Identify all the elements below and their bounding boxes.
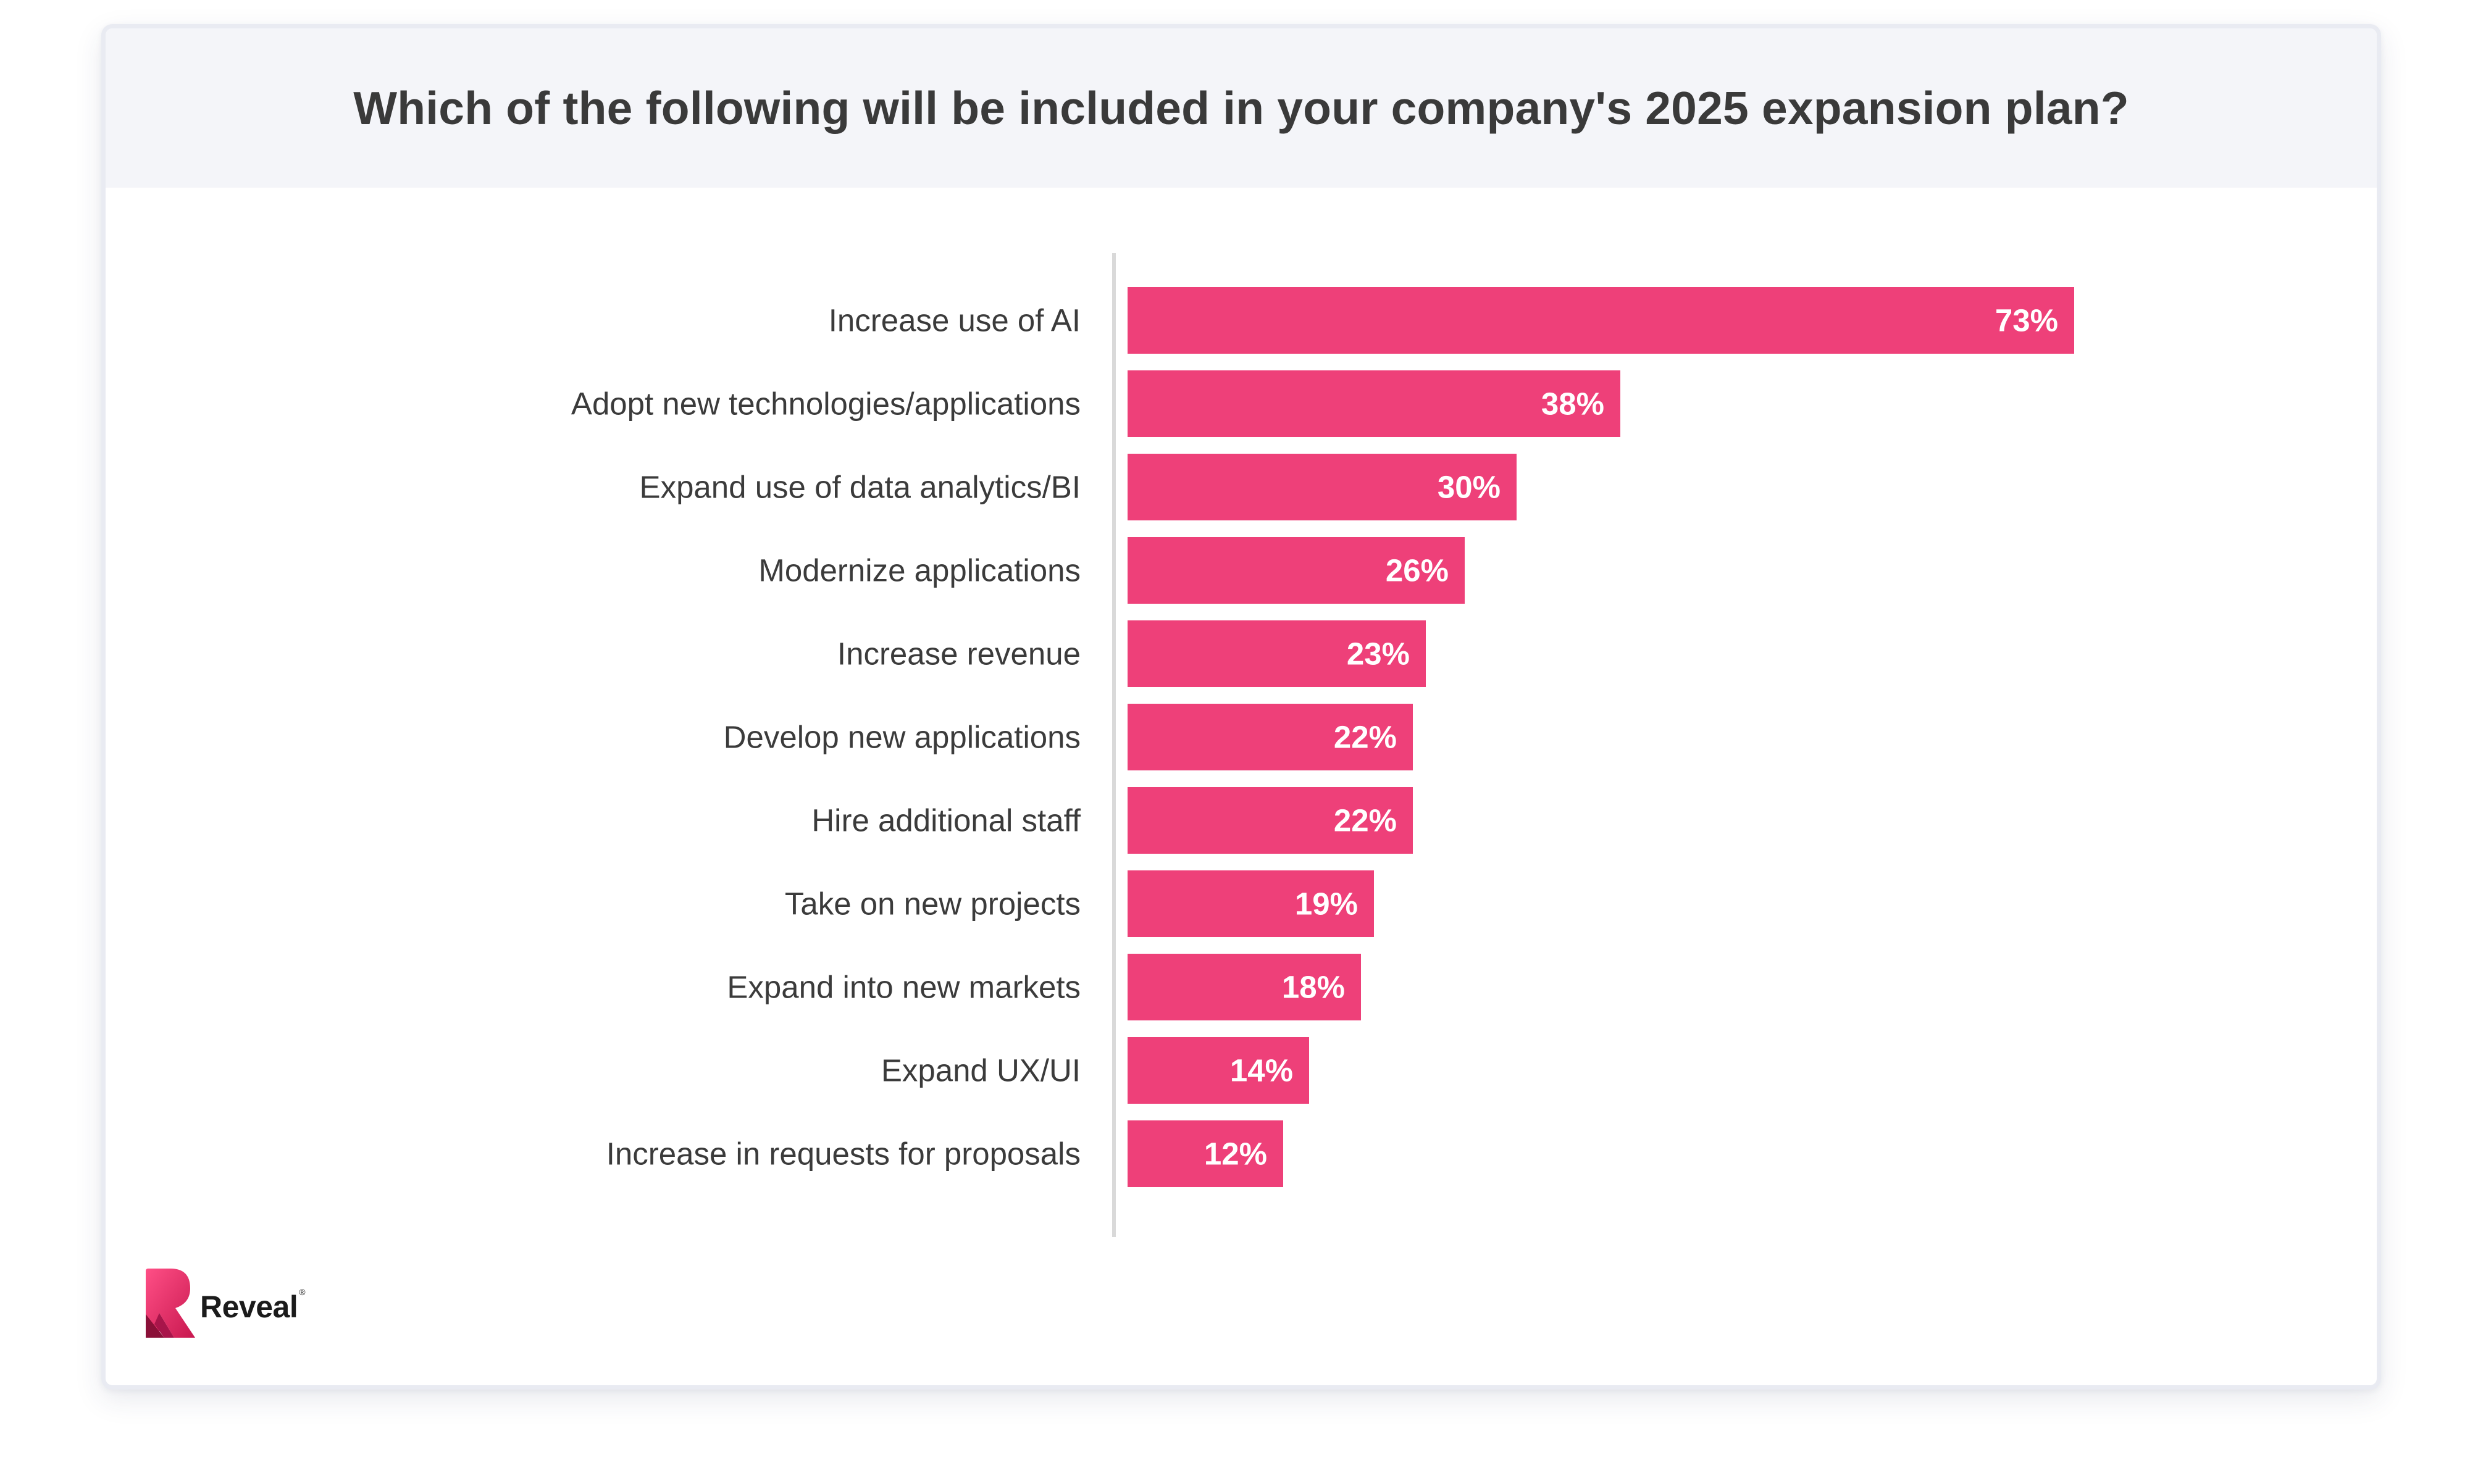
bar — [1128, 287, 2074, 354]
bar-row: Modernize applications 26% — [758, 537, 1465, 604]
category-label: Develop new applications — [724, 720, 1081, 755]
category-label: Increase revenue — [837, 636, 1081, 672]
category-label: Modernize applications — [758, 553, 1081, 588]
bar-row: Hire additional staff 22% — [811, 787, 1413, 854]
registered-mark: ® — [299, 1287, 306, 1297]
chart-title: Which of the following will be included … — [353, 82, 2129, 134]
value-label: 22% — [1334, 803, 1397, 838]
value-label: 19% — [1295, 886, 1358, 922]
bar — [1128, 1120, 1283, 1187]
bar — [1128, 454, 1517, 520]
category-label: Adopt new technologies/applications — [571, 386, 1081, 422]
bar-row: Expand into new markets 18% — [727, 954, 1361, 1020]
category-label: Expand use of data analytics/BI — [640, 470, 1081, 505]
value-label: 18% — [1282, 970, 1345, 1005]
card-header: Which of the following will be included … — [106, 28, 2377, 188]
bar — [1128, 870, 1374, 937]
bar-row: Expand use of data analytics/BI 30% — [640, 454, 1517, 520]
reveal-logo-icon — [146, 1269, 195, 1338]
bar-row: Expand UX/UI 14% — [881, 1037, 1309, 1104]
bar-row: Increase use of AI 73% — [829, 287, 2074, 354]
category-label: Hire additional staff — [811, 803, 1081, 838]
category-label: Increase in requests for proposals — [606, 1136, 1081, 1172]
value-label: 22% — [1334, 720, 1397, 755]
bar — [1128, 370, 1620, 437]
bar-row: Increase in requests for proposals 12% — [606, 1120, 1283, 1187]
bar — [1128, 620, 1426, 687]
brand-name: Reveal — [200, 1290, 298, 1324]
brand-logo: Reveal ® — [146, 1269, 306, 1341]
bar-row: Develop new applications 22% — [724, 704, 1413, 770]
value-label: 73% — [1995, 303, 2058, 338]
category-label: Take on new projects — [785, 886, 1081, 922]
bar-row: Take on new projects 19% — [785, 870, 1374, 937]
value-label: 38% — [1541, 386, 1604, 422]
bar-row: Adopt new technologies/applications 38% — [571, 370, 1620, 437]
value-label: 30% — [1438, 470, 1501, 505]
value-label: 14% — [1230, 1053, 1293, 1088]
value-label: 12% — [1204, 1136, 1267, 1172]
category-label: Expand UX/UI — [881, 1053, 1081, 1088]
value-label: 26% — [1386, 553, 1449, 588]
category-label: Increase use of AI — [829, 303, 1081, 338]
bar — [1128, 704, 1413, 770]
bar — [1128, 787, 1413, 854]
bar-row: Increase revenue 23% — [837, 620, 1426, 687]
category-label: Expand into new markets — [727, 970, 1081, 1005]
bar — [1128, 954, 1361, 1020]
value-label: 23% — [1347, 636, 1410, 672]
bar — [1128, 537, 1465, 604]
bar — [1128, 1037, 1309, 1104]
